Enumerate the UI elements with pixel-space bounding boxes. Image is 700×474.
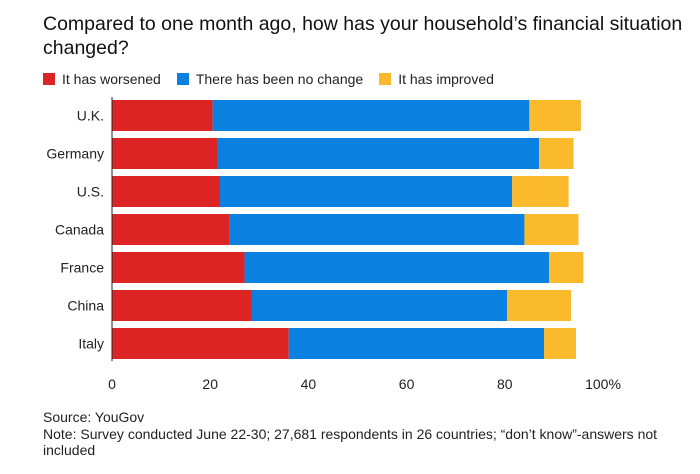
chart-footer: Source: YouGov Note: Survey conducted Ju… bbox=[43, 409, 683, 459]
category-label-canada: Canada bbox=[55, 222, 104, 238]
x-tick-label-2: 40 bbox=[301, 376, 317, 392]
survey-note: Note: Survey conducted June 22-30; 27,68… bbox=[43, 425, 658, 459]
category-label-france: France bbox=[60, 260, 104, 276]
x-tick-label-1: 20 bbox=[202, 376, 218, 392]
source-note: Source: YouGov bbox=[43, 409, 145, 425]
bar-china-it-has-improved bbox=[507, 290, 572, 321]
bar-canada-it-has-improved bbox=[524, 214, 579, 245]
category-label-germany: Germany bbox=[46, 146, 104, 162]
bar-italy-it-has-worsened bbox=[112, 328, 289, 359]
legend: It has worsened There has been no change… bbox=[43, 70, 510, 88]
bar-u-s-it-has-improved bbox=[512, 176, 569, 207]
bar-u-k-there-has-been-no-change bbox=[212, 100, 530, 131]
bar-france-there-has-been-no-change bbox=[244, 252, 549, 283]
category-label-china: China bbox=[67, 298, 104, 314]
legend-item-worsened: It has worsened bbox=[43, 71, 161, 87]
bar-france-it-has-improved bbox=[548, 252, 584, 283]
legend-swatch-worsened bbox=[43, 73, 55, 85]
bar-italy-it-has-improved bbox=[544, 328, 576, 359]
x-tick-label-3: 60 bbox=[399, 376, 415, 392]
bar-germany-there-has-been-no-change bbox=[217, 138, 540, 169]
bar-france-it-has-worsened bbox=[112, 252, 245, 283]
bar-u-k-it-has-worsened bbox=[112, 100, 213, 131]
category-label-u-s: U.S. bbox=[77, 184, 104, 200]
bar-canada-it-has-worsened bbox=[112, 214, 230, 245]
bar-u-s-it-has-worsened bbox=[112, 176, 221, 207]
x-tick-label-0: 0 bbox=[108, 376, 116, 392]
legend-swatch-no-change bbox=[176, 73, 189, 85]
legend-item-no-change: There has been no change bbox=[176, 71, 364, 87]
bar-italy-there-has-been-no-change bbox=[288, 328, 545, 359]
legend-label-no-change: There has been no change bbox=[195, 71, 364, 87]
chart-title: Compared to one month ago, how has your … bbox=[43, 13, 683, 59]
category-label-italy: Italy bbox=[78, 336, 104, 352]
bar-germany-it-has-improved bbox=[539, 138, 574, 169]
bar-germany-it-has-worsened bbox=[112, 138, 218, 169]
bar-china-there-has-been-no-change bbox=[251, 290, 508, 321]
x-tick-label-5: 100% bbox=[585, 376, 621, 392]
x-tick-label-4: 80 bbox=[497, 376, 513, 392]
category-label-u-k: U.K. bbox=[77, 108, 104, 124]
bar-china-it-has-worsened bbox=[112, 290, 252, 321]
legend-item-improved: It has improved bbox=[379, 71, 494, 87]
legend-swatch-improved bbox=[379, 73, 392, 85]
bar-u-k-it-has-improved bbox=[529, 100, 581, 131]
bar-u-s-there-has-been-no-change bbox=[220, 176, 513, 207]
bar-canada-there-has-been-no-change bbox=[229, 214, 525, 245]
stacked-bar-chart: U.K. Germany U.S. Canada France China Italy 0 20… bbox=[46, 97, 621, 392]
legend-label-improved: It has improved bbox=[398, 71, 494, 87]
legend-label-worsened: It has worsened bbox=[62, 71, 161, 87]
